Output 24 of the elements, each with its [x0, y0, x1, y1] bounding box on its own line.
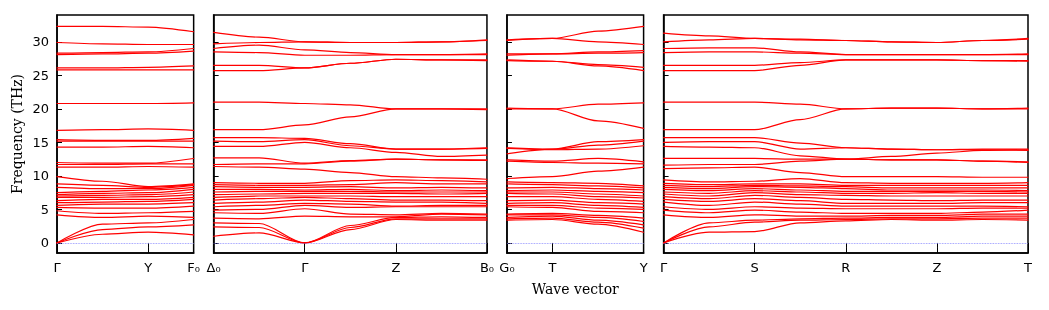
y-tick-label: 25: [32, 67, 49, 83]
x-tick-label: Y: [143, 260, 153, 275]
x-tick-label: Γ: [301, 260, 310, 275]
x-tick-label: Y: [638, 260, 648, 275]
y-tick-label: 10: [32, 168, 49, 184]
x-tick-label: Z: [932, 260, 942, 275]
x-tick-label: T: [547, 260, 557, 275]
x-tick-label: B₀: [479, 260, 495, 275]
x-tick-label: Δ₀: [206, 260, 221, 275]
x-tick-label: F₀: [187, 260, 200, 275]
x-tick-label: G₀: [499, 260, 515, 275]
x-tick-label: R: [841, 260, 851, 275]
y-tick-label: 30: [32, 34, 49, 50]
y-tick-label: 20: [32, 101, 49, 117]
x-tick-label: T: [1023, 260, 1033, 275]
y-tick-label: 15: [32, 134, 49, 150]
y-tick-label: 5: [40, 201, 49, 217]
x-axis-title: Wave vector: [531, 281, 620, 297]
y-tick-label: 0: [40, 235, 49, 251]
y-axis-title: Frequency (THz): [9, 73, 25, 195]
x-tick-label: Γ: [53, 260, 62, 275]
x-tick-label: Z: [391, 260, 401, 275]
x-tick-label: S: [750, 260, 759, 275]
x-tick-label: Γ: [659, 260, 668, 275]
